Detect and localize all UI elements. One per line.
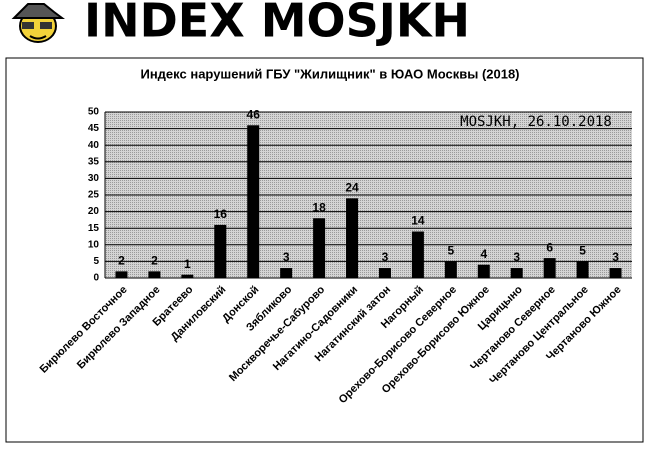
bar <box>115 271 128 278</box>
bar <box>510 268 523 278</box>
bar <box>148 271 161 278</box>
y-tick-label: 20 <box>88 206 100 217</box>
bar <box>313 218 326 278</box>
data-label: 3 <box>283 250 290 264</box>
y-tick-label: 50 <box>88 107 100 118</box>
data-label: 14 <box>411 214 425 228</box>
header-title: INDEX MOSJKH <box>84 0 470 48</box>
bar <box>346 198 359 278</box>
data-label: 24 <box>345 180 359 194</box>
data-label: 5 <box>448 244 455 258</box>
data-label: 3 <box>382 250 389 264</box>
bar <box>609 268 622 278</box>
data-label: 4 <box>480 247 487 261</box>
data-label: 5 <box>579 244 586 258</box>
bar <box>247 125 260 278</box>
data-label: 1 <box>184 257 191 271</box>
bar <box>181 274 194 278</box>
y-tick-label: 25 <box>88 190 100 201</box>
annotation: MOSJKH, 26.10.2018 <box>460 114 612 130</box>
data-label: 3 <box>513 250 520 264</box>
data-label: 2 <box>151 254 158 268</box>
bar <box>378 268 391 278</box>
bar <box>543 258 556 278</box>
y-tick-label: 10 <box>88 239 100 250</box>
data-label: 18 <box>312 200 326 214</box>
y-tick-label: 5 <box>93 256 99 267</box>
bar <box>214 224 227 278</box>
chart-title: Индекс нарушений ГБУ "Жилищник" в ЮАО Мо… <box>140 66 519 81</box>
data-label: 46 <box>247 107 261 121</box>
y-tick-label: 0 <box>93 273 99 284</box>
y-tick-label: 15 <box>88 223 100 234</box>
bar <box>444 261 457 278</box>
data-label: 2 <box>118 254 125 268</box>
logo-icon <box>11 3 65 43</box>
bar <box>280 268 293 278</box>
bar <box>576 261 589 278</box>
y-tick-label: 35 <box>88 156 100 167</box>
y-tick-label: 45 <box>88 123 100 134</box>
data-label: 16 <box>214 207 228 221</box>
bar <box>411 231 424 278</box>
y-tick-label: 30 <box>88 173 100 184</box>
data-label: 3 <box>612 250 619 264</box>
bar <box>477 264 490 278</box>
y-tick-label: 40 <box>88 140 100 151</box>
data-label: 6 <box>546 240 553 254</box>
